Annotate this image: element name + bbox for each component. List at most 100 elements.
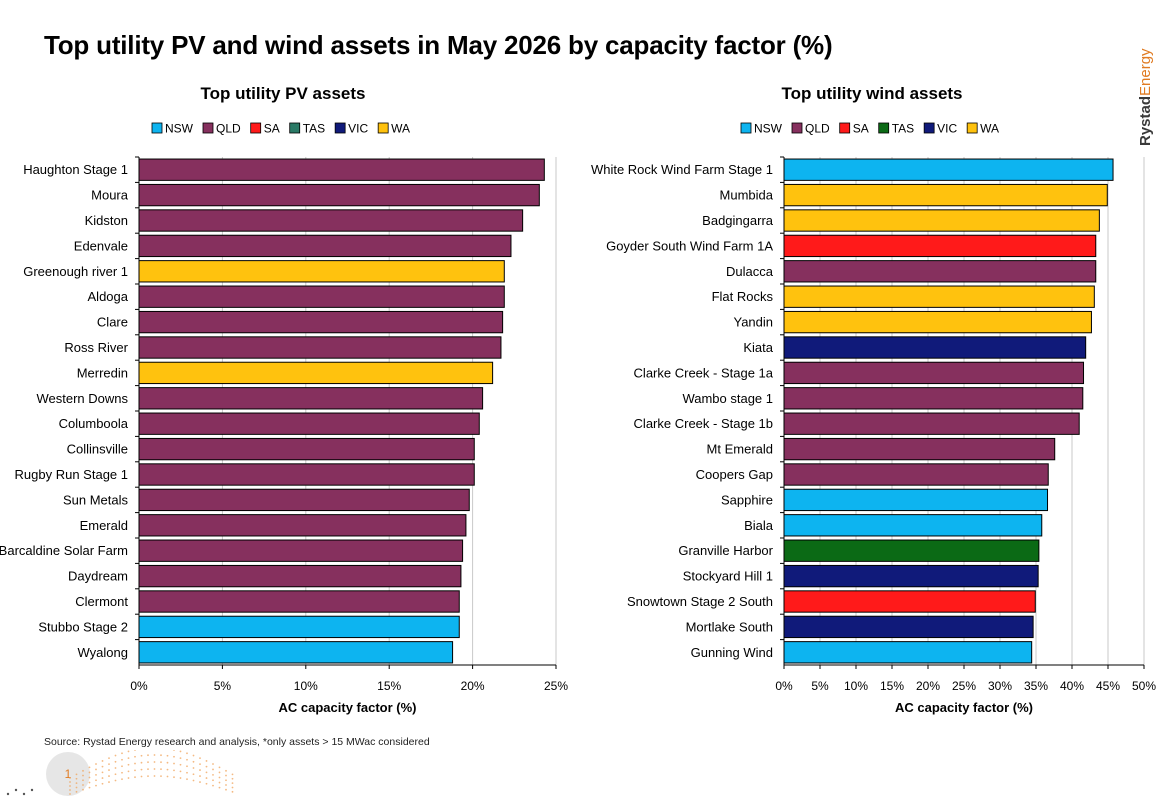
category-label: Gunning Wind bbox=[691, 645, 773, 660]
deco-dot bbox=[114, 773, 117, 776]
deco-dot bbox=[225, 779, 227, 782]
deco-dot bbox=[69, 777, 71, 779]
deco-dot bbox=[179, 777, 182, 779]
deco-dot bbox=[69, 789, 71, 791]
category-label: Wambo stage 1 bbox=[682, 391, 773, 406]
category-label: Greenough river 1 bbox=[23, 264, 128, 279]
category-label: Daydream bbox=[68, 569, 128, 584]
deco-dot bbox=[108, 781, 110, 783]
deco-dot bbox=[140, 775, 143, 778]
bar bbox=[783, 488, 1049, 512]
deco-dot bbox=[225, 769, 227, 772]
deco-dot bbox=[205, 782, 208, 785]
deco-dot bbox=[166, 768, 169, 771]
deco-dot bbox=[140, 768, 143, 771]
category-label: Clarke Creek - Stage 1a bbox=[634, 365, 774, 380]
category-label: Goyder South Wind Farm 1A bbox=[606, 238, 773, 253]
deco-dot bbox=[153, 768, 156, 770]
deco-dot bbox=[114, 760, 117, 763]
legend-swatch bbox=[791, 122, 803, 134]
deco-dot bbox=[82, 779, 84, 782]
deco-dot bbox=[186, 771, 188, 774]
deco-dot bbox=[166, 761, 169, 764]
category-label: Granville Harbor bbox=[678, 543, 773, 558]
x-tick-label: 30% bbox=[988, 679, 1012, 693]
bar bbox=[783, 209, 1100, 232]
category-label: Merredin bbox=[77, 365, 128, 380]
pv-bar-chart: Top utility PV assets NSW QLD SA TAS VIC WA 0% 5… bbox=[0, 84, 568, 715]
wind-bar-chart: Top utility wind assets NSW QLD SA TAS VIC WA 0… bbox=[591, 84, 1156, 715]
deco-dot bbox=[199, 769, 201, 771]
page-title: Top utility PV and wind assets in May 20… bbox=[44, 30, 833, 60]
category-label: Emerald bbox=[80, 518, 128, 533]
legend-swatch bbox=[202, 122, 214, 134]
deco-dot bbox=[199, 775, 201, 777]
deco-dot bbox=[82, 784, 84, 786]
bar bbox=[783, 158, 1114, 181]
deco-dot bbox=[212, 763, 214, 765]
bar bbox=[783, 336, 1087, 359]
x-tick-label: 5% bbox=[214, 679, 232, 693]
category-label: Flat Rocks bbox=[712, 289, 774, 304]
deco-dot bbox=[225, 784, 227, 786]
deco-dot bbox=[218, 766, 221, 769]
bar bbox=[783, 183, 1108, 207]
category-label: Moura bbox=[91, 188, 129, 203]
category-label: Aldoga bbox=[88, 289, 129, 304]
deco-dot bbox=[179, 750, 182, 753]
x-tick-label: 25% bbox=[952, 679, 976, 693]
legend-label: SA bbox=[264, 122, 280, 136]
deco-dot bbox=[69, 781, 71, 783]
deco-dot bbox=[186, 778, 188, 781]
deco-dot bbox=[192, 779, 195, 782]
deco-dot bbox=[173, 769, 175, 772]
bar bbox=[783, 590, 1036, 613]
deco-dot bbox=[153, 775, 156, 777]
deco-dot bbox=[225, 774, 227, 777]
legend-swatch bbox=[289, 122, 301, 134]
legend-item: NSW bbox=[151, 122, 194, 136]
deco-dot bbox=[134, 769, 136, 772]
deco-dot bbox=[121, 765, 123, 768]
x-tick-label: 40% bbox=[1060, 679, 1084, 693]
deco-dot bbox=[88, 786, 91, 789]
deco-dot bbox=[147, 768, 149, 771]
category-label: Mumbida bbox=[720, 188, 774, 203]
deco-dot bbox=[95, 784, 97, 787]
deco-dot bbox=[186, 758, 188, 761]
x-tick-label: 20% bbox=[916, 679, 940, 693]
x-tick-label: 20% bbox=[461, 679, 485, 693]
legend-label: TAS bbox=[892, 122, 914, 136]
deco-dot bbox=[179, 763, 182, 766]
deco-dot bbox=[82, 769, 84, 772]
legend-item: SA bbox=[839, 122, 869, 136]
deco-dot bbox=[166, 754, 169, 757]
deco-dot bbox=[95, 779, 97, 782]
page-number: 1 bbox=[64, 767, 72, 781]
category-label: Kidston bbox=[85, 213, 128, 228]
deco-dot bbox=[127, 763, 130, 766]
legend-label: QLD bbox=[216, 122, 241, 136]
category-label: Badgingarra bbox=[702, 213, 774, 228]
deco-dot bbox=[22, 792, 26, 796]
deco-dot bbox=[186, 752, 188, 755]
deco-dot bbox=[114, 767, 117, 769]
deco-dot bbox=[101, 760, 104, 762]
deco-dot bbox=[88, 781, 91, 784]
deco-dot bbox=[153, 754, 156, 756]
bar bbox=[783, 615, 1034, 639]
category-label: White Rock Wind Farm Stage 1 bbox=[591, 162, 773, 177]
bar bbox=[783, 361, 1085, 385]
x-tick-label: 15% bbox=[377, 679, 401, 693]
category-label: Snowtown Stage 2 South bbox=[627, 594, 773, 609]
deco-dot bbox=[205, 765, 208, 768]
category-label: Stockyard Hill 1 bbox=[683, 569, 773, 584]
deco-dot bbox=[140, 761, 143, 764]
category-label: Clare bbox=[97, 315, 128, 330]
category-label: Sun Metals bbox=[63, 492, 129, 507]
legend-swatch bbox=[740, 122, 752, 134]
category-label: Haughton Stage 1 bbox=[23, 162, 128, 177]
deco-dot bbox=[69, 785, 71, 787]
legend-label: NSW bbox=[754, 122, 783, 136]
legend-swatch bbox=[966, 122, 978, 134]
